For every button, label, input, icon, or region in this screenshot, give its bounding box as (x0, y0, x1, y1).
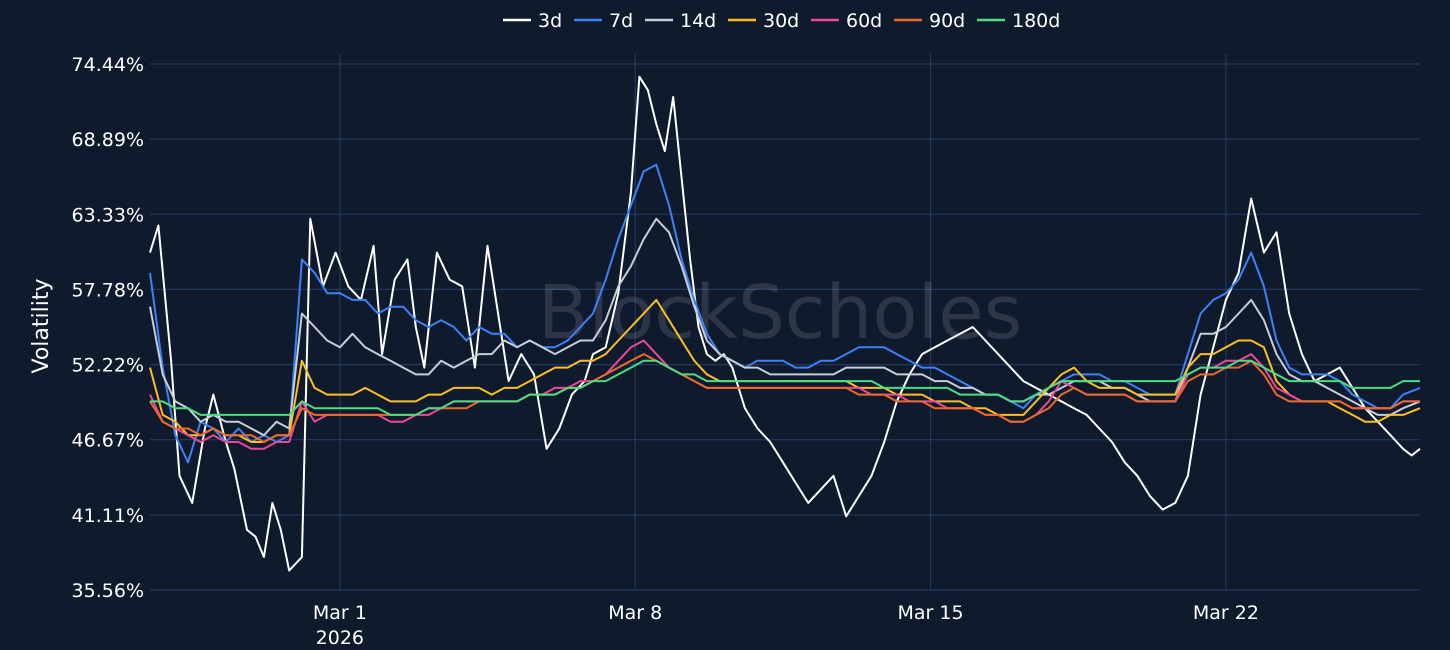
y-tick-label: 74.44% (72, 54, 144, 76)
x-tick-labels: Mar 1 2026 Mar 8 Mar 15 Mar 22 (313, 602, 1259, 649)
series-line-180d (150, 359, 1420, 416)
y-tick-labels: 35.56% 41.11% 46.67% 52.22% 57.78% 63.33% 68.8… (72, 54, 144, 602)
legend-item-60d: 60d (811, 10, 882, 32)
legend-label: 30d (763, 10, 799, 32)
y-tick-label: 57.78% (72, 279, 144, 301)
y-tick-label: 41.11% (72, 505, 144, 527)
series-line-14d (149, 217, 1421, 437)
series-line-90d (149, 353, 1420, 443)
y-tick-label: 52.22% (72, 355, 144, 377)
y-tick-label: 68.89% (72, 129, 144, 151)
x-tick-label: Mar 15 (898, 602, 964, 624)
series-lines (149, 75, 1421, 572)
legend-item-30d: 30d (728, 10, 799, 32)
legend: 3d 7d 14d 30d 60d 90d 180d (503, 10, 1060, 32)
legend-item-14d: 14d (645, 10, 716, 32)
y-tick-label: 35.56% (72, 580, 144, 602)
legend-item-7d: 7d (574, 10, 633, 32)
legend-item-90d: 90d (894, 10, 965, 32)
y-axis-label: Volatility (29, 278, 54, 373)
legend-label: 3d (538, 10, 562, 32)
x-tick-label: Mar 8 (608, 602, 662, 624)
x-tick-sublabel: 2026 (316, 627, 364, 649)
x-tick-label: Mar 22 (1193, 602, 1259, 624)
legend-item-180d: 180d (977, 10, 1060, 32)
series-line-7d (149, 163, 1421, 464)
legend-label: 90d (929, 10, 965, 32)
y-tick-label: 46.67% (72, 430, 144, 452)
legend-label: 7d (609, 10, 633, 32)
watermark-text: BlockScholes (538, 270, 1023, 356)
legend-label: 60d (846, 10, 882, 32)
y-tick-label: 63.33% (72, 204, 144, 226)
legend-label: 180d (1012, 10, 1060, 32)
x-tick-label: Mar 1 (313, 602, 367, 624)
legend-item-3d: 3d (503, 10, 562, 32)
series-line-3d (149, 75, 1421, 572)
legend-label: 14d (680, 10, 716, 32)
